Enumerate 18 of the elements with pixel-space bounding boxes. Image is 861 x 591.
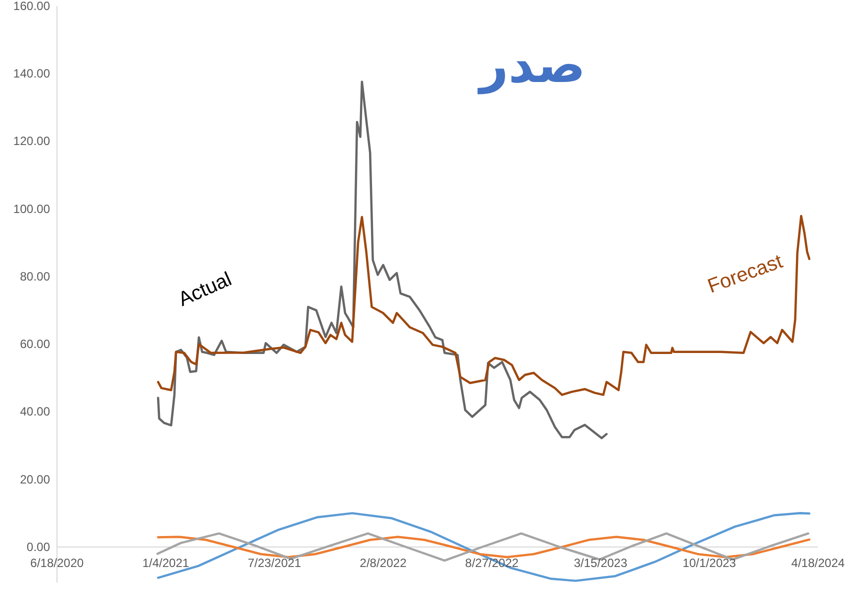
y-tick-label: 80.00 [20, 270, 50, 284]
x-tick-label: 2/8/2022 [360, 556, 407, 570]
y-tick-label: 40.00 [20, 404, 50, 419]
y-tick-label: 120.00 [13, 134, 50, 148]
y-tick-label: 20.00 [20, 472, 50, 486]
y-tick-label: 60.00 [20, 337, 50, 352]
x-tick-label: 4/18/2024 [791, 556, 846, 570]
y-tick-label: 100.00 [13, 202, 50, 216]
text: صدر [476, 36, 586, 95]
y-tick-label: 0.00 [26, 540, 50, 554]
x-tick-label: 10/1/2023 [682, 556, 736, 570]
x-tick-label: 1/4/2021 [142, 556, 190, 570]
y-tick-label: 160.00 [13, 0, 50, 13]
x-tick-label: 3/15/2023 [574, 556, 628, 570]
x-tick-label: 6/18/2020 [30, 556, 84, 570]
x-tick-label: 7/23/2021 [248, 556, 302, 570]
line-series [156, 214, 810, 396]
y-tick-label: 140.00 [13, 66, 50, 81]
